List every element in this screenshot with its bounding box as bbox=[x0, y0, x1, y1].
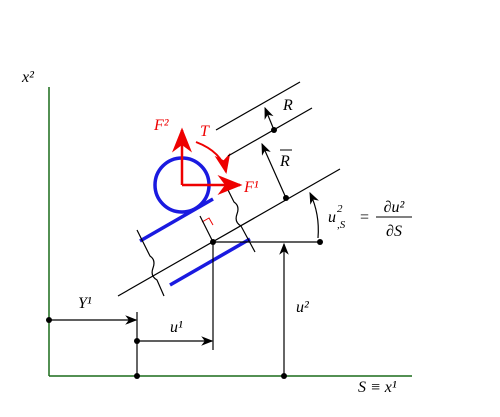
equation-sup: 2 bbox=[337, 203, 343, 215]
equation-equals: = bbox=[360, 209, 369, 226]
forces bbox=[172, 127, 243, 195]
dimension-label: Y¹ bbox=[78, 295, 92, 312]
force-label: F¹ bbox=[243, 179, 259, 196]
axes bbox=[48, 87, 412, 377]
dimension-label: R bbox=[282, 97, 293, 114]
vertical-axis-label: x² bbox=[21, 69, 35, 86]
dimension-lines bbox=[46, 81, 323, 379]
equation-sub: ,S bbox=[337, 219, 346, 231]
equation-denominator: ∂S bbox=[386, 223, 402, 240]
force-label: F² bbox=[153, 117, 170, 134]
horizontal-axis-label: S ≡ x¹ bbox=[358, 379, 397, 396]
equation-numerator: ∂u² bbox=[384, 199, 406, 216]
equation: u 2 ,S = ∂u² ∂S bbox=[328, 199, 412, 240]
beam bbox=[117, 156, 341, 297]
dimension-label: u² bbox=[296, 299, 310, 316]
torque-label: T bbox=[200, 123, 210, 140]
dimension-label: R bbox=[279, 153, 290, 170]
equation-lhs: u bbox=[328, 209, 336, 226]
dimension-label: u¹ bbox=[170, 319, 183, 336]
